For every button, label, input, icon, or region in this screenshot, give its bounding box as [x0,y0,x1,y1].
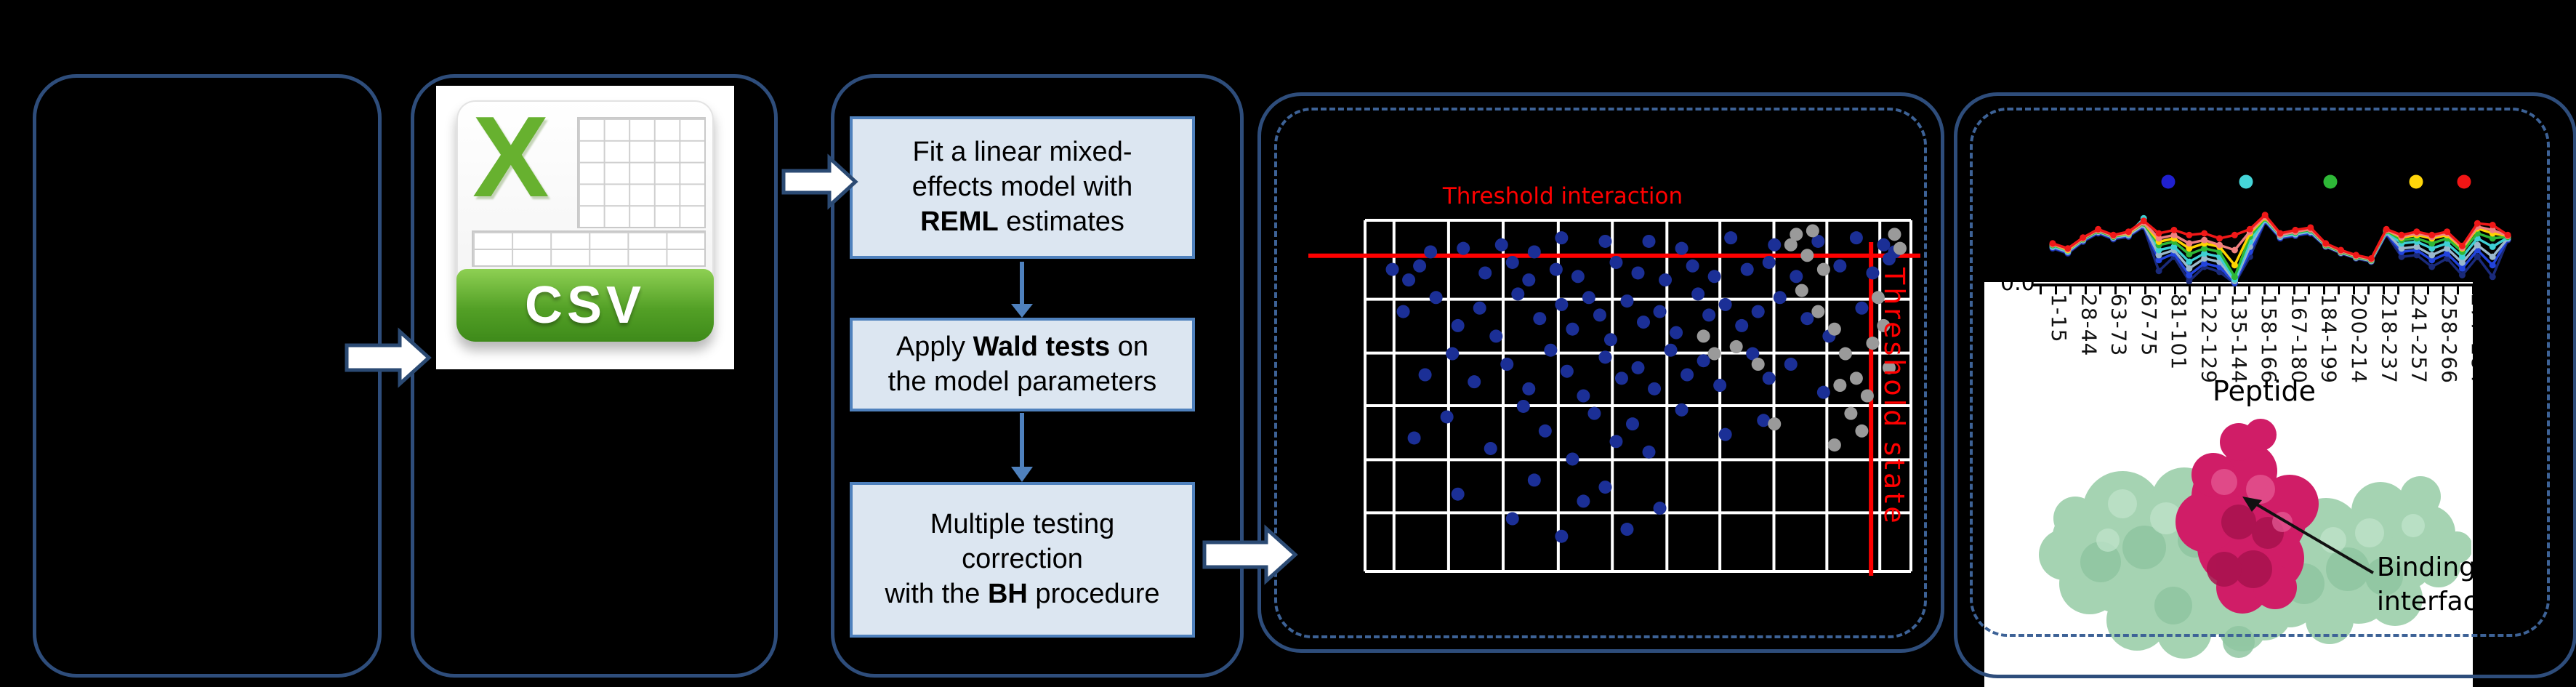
x-axis-tick [2069,286,2072,294]
x-axis-tick [2457,286,2459,294]
x-axis-tick [2367,286,2370,294]
flow-step-reml: Fit a linear mixed- effects model with R… [850,116,1195,259]
flow-step-reml-label: Fit a linear mixed- effects model with R… [911,137,1133,237]
x-axis-tick [2189,286,2191,294]
x-axis-label: 122-129 [2197,294,2221,384]
flowchart-connector-arrows [1011,262,1033,482]
csv-grid-band [472,230,707,268]
x-axis-tick [2099,286,2101,294]
x-axis-title: Peptide [2212,375,2317,407]
x-axis-label: 28-44 [2077,294,2101,357]
x-axis-tick [2412,286,2415,294]
x-axis-tick [2442,286,2444,294]
csv-image: X CSV [436,86,734,369]
binding-interface-label: Binding interface [2377,553,2473,616]
x-axis-tick [2173,286,2176,294]
excel-x-glyph: X [472,93,550,221]
x-axis-label: 167-180 [2287,294,2311,384]
csv-file-icon: X CSV [456,93,714,342]
x-axis-tick [2248,286,2250,294]
flow-step-bh: Multiple testing correction with the BH … [850,482,1195,638]
x-axis-tick [2471,286,2473,294]
y-axis-tick-label: 0.0 [2000,282,2035,296]
x-axis-tick [2293,286,2295,294]
x-axis-label: 1-15 [2047,294,2071,343]
scatter-plot [1308,219,1920,576]
x-axis-label: 184-199 [2317,294,2341,384]
x-axis-label: 241-257 [2407,294,2431,384]
x-axis-tick [2322,286,2325,294]
protein-structure-image [2039,419,2471,659]
flow-step-wald: Apply Wald tests on the model parameters [850,318,1195,411]
x-axis-labels: 1-15 28-44 63-73 67-75 81-101 122-129 135-144 1… [1984,282,2473,687]
x-axis-label: 200-214 [2347,294,2371,384]
uptake-line-chart [2049,174,2511,287]
x-axis-ticks [1984,282,2473,687]
x-axis-tick [2084,286,2087,294]
csv-grid [577,117,707,228]
threshold-interaction-label: Threshold interaction [1442,183,1683,209]
x-axis-tick [2338,286,2340,294]
x-axis-tick [2352,286,2355,294]
x-axis-tick [2397,286,2399,294]
x-axis-tick [2382,286,2385,294]
threshold-state-label: Threshold state [1878,268,1910,526]
binding-interface-arrow [2242,497,2375,574]
x-axis-label: 258-266 [2436,294,2461,384]
x-axis-tick [2233,286,2236,294]
x-axis-tick [2040,286,2042,294]
peptide-figure-image: 0.0 1-15 28-44 63-73 67-75 81-101 122-129 135-… [1984,282,2473,687]
x-axis-tick [2308,286,2310,294]
x-axis-tick [2129,286,2131,294]
x-axis-label: 63-73 [2106,294,2131,357]
x-axis-tick [2218,286,2221,294]
x-axis-tick [2203,286,2206,294]
x-axis-label: 81-101 [2167,294,2191,371]
x-axis-tick [2263,286,2266,294]
x-axis-tick [2278,286,2280,294]
x-axis-label: 135-144 [2226,294,2251,384]
x-axis-label: 158-166 [2257,294,2282,384]
x-axis-line [2032,284,2473,286]
x-axis-label: 277-284 [2467,294,2473,384]
x-axis-label: 218-237 [2377,294,2402,384]
x-axis-tick [2159,286,2161,294]
x-axis-tick [2114,286,2117,294]
x-axis-label: 67-75 [2136,294,2161,357]
flow-step-wald-label: Apply Wald tests on the model parameters [887,331,1157,397]
csv-banner-label: CSV [524,276,646,335]
x-axis-tick [2144,286,2146,294]
x-axis-tick [2054,286,2057,294]
csv-banner: CSV [456,269,714,342]
flow-step-bh-label: Multiple testing correction with the BH … [885,509,1160,609]
x-axis-tick [2427,286,2429,294]
